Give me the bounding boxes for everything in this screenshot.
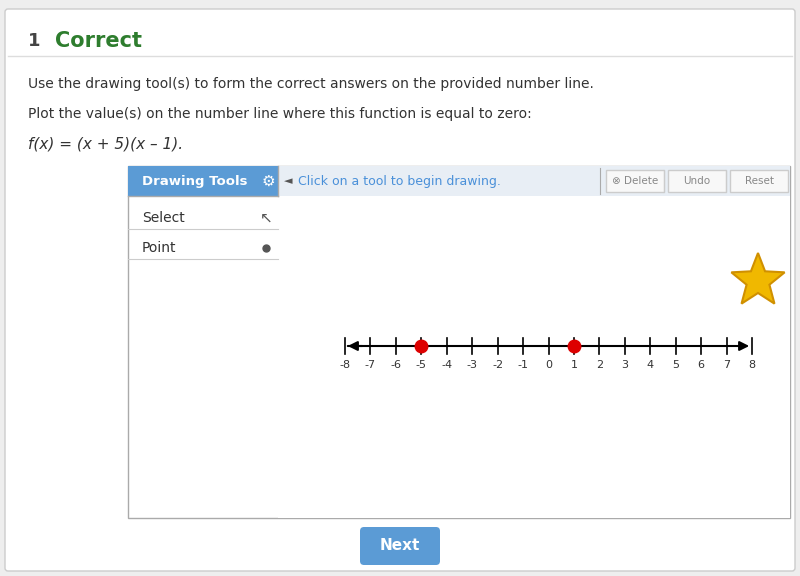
Text: ↖: ↖ [260,210,272,225]
Text: Plot the value(s) on the number line where this function is equal to zero:: Plot the value(s) on the number line whe… [28,107,532,121]
Text: 5: 5 [672,360,679,370]
Text: -4: -4 [441,360,452,370]
Text: Correct: Correct [55,31,142,51]
Text: -1: -1 [518,360,529,370]
Text: -6: -6 [390,360,402,370]
FancyBboxPatch shape [668,170,726,192]
Text: Click on a tool to begin drawing.: Click on a tool to begin drawing. [298,175,501,188]
Text: Drawing Tools: Drawing Tools [142,175,248,188]
Text: Point: Point [142,241,177,255]
Text: 2: 2 [596,360,603,370]
Text: 8: 8 [749,360,755,370]
Text: 0: 0 [545,360,552,370]
Text: -2: -2 [492,360,503,370]
Text: 6: 6 [698,360,705,370]
Text: 1: 1 [570,360,578,370]
Text: Select: Select [142,211,185,225]
Text: -8: -8 [339,360,350,370]
FancyBboxPatch shape [128,166,790,518]
Text: 3: 3 [622,360,628,370]
Text: Next: Next [380,539,420,554]
Text: 7: 7 [723,360,730,370]
Text: Use the drawing tool(s) to form the correct answers on the provided number line.: Use the drawing tool(s) to form the corr… [28,77,594,91]
FancyBboxPatch shape [5,9,795,571]
FancyBboxPatch shape [278,196,790,518]
Text: ◄: ◄ [284,176,293,186]
Text: -5: -5 [416,360,427,370]
Polygon shape [731,253,785,304]
FancyBboxPatch shape [278,166,790,196]
Text: ⊗ Delete: ⊗ Delete [612,176,658,186]
FancyBboxPatch shape [606,170,664,192]
Text: -3: -3 [466,360,478,370]
FancyBboxPatch shape [360,527,440,565]
Text: 4: 4 [646,360,654,370]
FancyBboxPatch shape [128,166,278,196]
FancyBboxPatch shape [730,170,788,192]
Text: Undo: Undo [683,176,710,186]
Text: ⚙: ⚙ [261,173,275,188]
Text: Reset: Reset [745,176,774,186]
Text: 1: 1 [28,32,41,50]
Text: -7: -7 [365,360,376,370]
Text: f(x) = (x + 5)(x – 1).: f(x) = (x + 5)(x – 1). [28,137,183,151]
